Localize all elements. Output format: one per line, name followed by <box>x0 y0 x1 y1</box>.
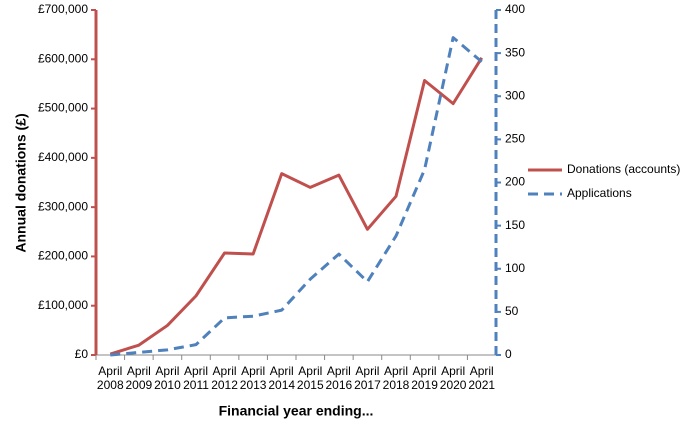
y-tick-label: £400,000 <box>38 150 88 164</box>
x-tick-label: April 2009 <box>125 364 153 392</box>
x-tick-label: April 2008 <box>96 364 124 392</box>
legend-label: Donations (accounts) <box>567 162 680 176</box>
x-tick-label: April 2013 <box>239 364 267 392</box>
y2-tick-label: 200 <box>505 175 525 189</box>
y-tick-label: £200,000 <box>38 249 88 263</box>
y-tick-label: £700,000 <box>38 2 88 16</box>
y-tick-label: £100,000 <box>38 298 88 312</box>
y2-tick-label: 300 <box>505 88 525 102</box>
y-tick-label: £300,000 <box>38 199 88 213</box>
x-tick-label: April 2016 <box>325 364 353 392</box>
y-axis-title: Annual donations (£) <box>13 113 29 252</box>
y2-tick-label: 400 <box>505 2 525 16</box>
y2-tick-label: 0 <box>505 347 512 361</box>
x-tick-label: April 2021 <box>468 364 496 392</box>
y2-tick-label: 250 <box>505 132 525 146</box>
x-tick-label: April 2020 <box>439 364 467 392</box>
x-tick-label: April 2012 <box>211 364 238 392</box>
y-tick-label: £500,000 <box>38 101 88 115</box>
x-axis-title: Financial year ending... <box>219 403 374 419</box>
x-tick-label: April 2017 <box>354 364 381 392</box>
x-tick-label: April 2011 <box>183 364 209 392</box>
legend-label: Applications <box>567 186 632 200</box>
y-tick-label: £0 <box>75 347 89 361</box>
x-tick-label: April 2010 <box>154 364 181 392</box>
y2-tick-label: 100 <box>505 261 525 275</box>
line-series <box>109 57 483 356</box>
y2-tick-label: 50 <box>505 304 519 318</box>
y2-tick-label: 150 <box>505 218 525 232</box>
x-tick-label: April 2015 <box>296 364 324 392</box>
x-tick-label: April 2014 <box>268 364 296 392</box>
y-tick-label: £600,000 <box>38 51 88 65</box>
x-tick-label: April 2018 <box>382 364 410 392</box>
y2-tick-label: 350 <box>505 45 525 59</box>
line-series <box>110 36 483 357</box>
x-tick-label: April 2019 <box>411 364 438 392</box>
